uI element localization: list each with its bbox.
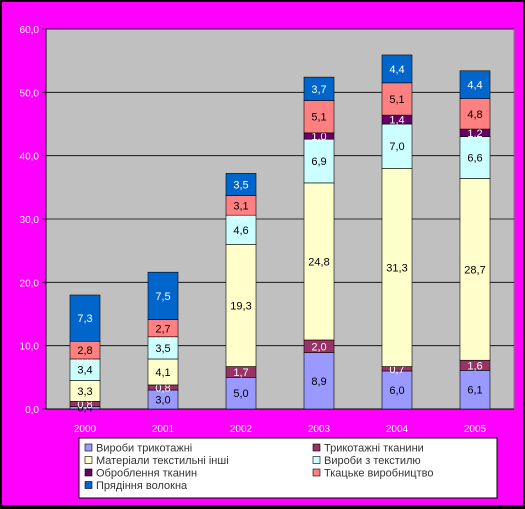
bar-segment	[459, 136, 491, 179]
bar-segment	[459, 98, 491, 130]
data-label: 24,8	[308, 256, 329, 268]
data-label: 28,7	[464, 264, 485, 276]
legend-label: Прядіння волокна	[96, 480, 188, 492]
bar-segment	[459, 370, 491, 410]
bar-segment	[381, 168, 413, 367]
data-label: 4,1	[155, 367, 170, 379]
bar-segment	[303, 182, 335, 341]
legend-label: Вироби трикотажні	[96, 443, 192, 455]
bar-segment	[225, 214, 257, 245]
bar-segment	[381, 82, 413, 116]
legend-swatch	[84, 456, 93, 464]
data-label: 4,4	[389, 64, 404, 76]
x-tick-label: 2002	[230, 424, 253, 435]
x-tick-label: 2000	[74, 424, 97, 435]
bar-segment	[459, 178, 491, 361]
data-label: 7,5	[155, 291, 170, 303]
bar-segment	[303, 100, 335, 134]
legend-label: Оброблення тканин	[96, 468, 197, 480]
y-tick-label: 40,0	[20, 152, 40, 163]
bar-segment	[381, 54, 413, 84]
y-tick-label: 50,0	[20, 88, 40, 99]
data-label: 19,3	[230, 300, 251, 312]
data-label: 2,7	[155, 323, 170, 335]
bar-segment	[381, 370, 413, 410]
legend-box	[78, 437, 498, 499]
y-tick-label: 0,0	[25, 405, 39, 416]
data-label: 6,1	[467, 385, 482, 397]
legend-label: Трикотажні тканини	[324, 443, 424, 455]
legend-label: Матеріали текстильні інші	[96, 455, 229, 467]
data-label: 2,8	[77, 345, 92, 357]
legend-swatch	[312, 443, 321, 452]
data-label: 0,8	[77, 399, 92, 411]
data-label: 6,0	[389, 385, 404, 397]
data-label: 5,1	[389, 94, 404, 106]
data-label: 7,0	[389, 141, 404, 153]
bar-segment	[381, 123, 413, 169]
data-label: 1,7	[233, 367, 248, 379]
data-label: 3,5	[155, 343, 170, 355]
data-label: 31,3	[386, 262, 407, 274]
y-tick-label: 30,0	[20, 215, 40, 226]
data-label: 1,6	[467, 360, 482, 372]
x-tick-label: 2001	[152, 424, 175, 435]
data-label: 1,4	[389, 115, 404, 127]
bar-segment	[225, 377, 257, 410]
bar-segment	[69, 294, 101, 342]
legend: Вироби трикотажні Трикотажні тканини Матер…	[78, 437, 498, 499]
legend-swatch	[84, 468, 93, 477]
x-tick-label: 2003	[308, 424, 331, 435]
y-tick-label: 60,0	[20, 25, 40, 36]
data-label: 8,9	[311, 376, 326, 388]
data-label: 3,1	[233, 200, 248, 212]
data-label: 3,3	[77, 386, 92, 398]
legend-label: Вироби з текстилю	[324, 455, 421, 467]
legend-swatch	[312, 456, 321, 464]
data-label: 3,0	[155, 395, 170, 407]
data-label: 5,0	[233, 388, 248, 400]
data-label: 5,1	[311, 112, 326, 124]
x-tick-label: 2004	[386, 424, 409, 435]
data-label: 6,6	[467, 153, 482, 165]
data-label: 6,9	[311, 156, 326, 168]
legend-swatch	[84, 443, 93, 452]
bar-segment	[459, 70, 491, 99]
legend-swatch	[312, 468, 321, 477]
legend-label: Ткацьке виробництво	[324, 468, 433, 480]
bar-segment	[303, 76, 335, 101]
data-label: 4,8	[467, 109, 482, 121]
legend-swatch	[84, 481, 93, 489]
bar-segment	[147, 358, 179, 386]
bar-segment	[225, 173, 257, 196]
y-tick-label: 10,0	[20, 342, 40, 353]
data-label: 1,2	[467, 128, 482, 140]
data-label: 7,3	[77, 313, 92, 325]
data-label: 0,8	[155, 382, 170, 394]
bar-segment	[147, 271, 179, 321]
bar-segment	[303, 352, 335, 410]
data-label: 3,7	[311, 84, 326, 96]
data-label: 3,5	[233, 179, 248, 191]
data-label: 2,0	[311, 341, 326, 353]
data-label: 4,6	[233, 225, 248, 237]
data-label: 1,0	[311, 131, 326, 143]
x-tick-label: 2005	[464, 424, 487, 435]
data-label: 4,4	[467, 80, 482, 92]
bar-segment	[303, 138, 335, 184]
bar-segment	[225, 244, 257, 367]
y-tick-label: 20,0	[20, 278, 40, 289]
data-label: 3,4	[77, 365, 92, 377]
